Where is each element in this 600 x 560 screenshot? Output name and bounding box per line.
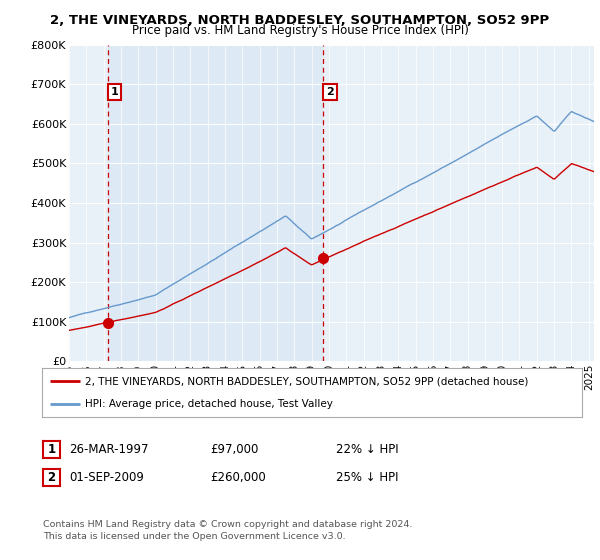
Text: 1: 1 [110, 87, 118, 97]
Text: Price paid vs. HM Land Registry's House Price Index (HPI): Price paid vs. HM Land Registry's House … [131, 24, 469, 37]
Text: 01-SEP-2009: 01-SEP-2009 [69, 470, 144, 484]
Text: 2: 2 [326, 87, 334, 97]
Text: Contains HM Land Registry data © Crown copyright and database right 2024.: Contains HM Land Registry data © Crown c… [43, 520, 413, 529]
Bar [107, 45, 323, 361]
Text: 1: 1 [47, 442, 56, 456]
Text: 22% ↓ HPI: 22% ↓ HPI [336, 442, 398, 456]
Text: 25% ↓ HPI: 25% ↓ HPI [336, 470, 398, 484]
Text: £260,000: £260,000 [210, 470, 266, 484]
Text: £97,000: £97,000 [210, 442, 259, 456]
Text: This data is licensed under the Open Government Licence v3.0.: This data is licensed under the Open Gov… [43, 532, 346, 541]
Text: 2, THE VINEYARDS, NORTH BADDESLEY, SOUTHAMPTON, SO52 9PP (detached house): 2, THE VINEYARDS, NORTH BADDESLEY, SOUTH… [85, 376, 529, 386]
Text: HPI: Average price, detached house, Test Valley: HPI: Average price, detached house, Test… [85, 399, 333, 409]
Text: 2: 2 [47, 470, 56, 484]
Text: 26-MAR-1997: 26-MAR-1997 [69, 442, 149, 456]
Text: 2, THE VINEYARDS, NORTH BADDESLEY, SOUTHAMPTON, SO52 9PP: 2, THE VINEYARDS, NORTH BADDESLEY, SOUTH… [50, 14, 550, 27]
